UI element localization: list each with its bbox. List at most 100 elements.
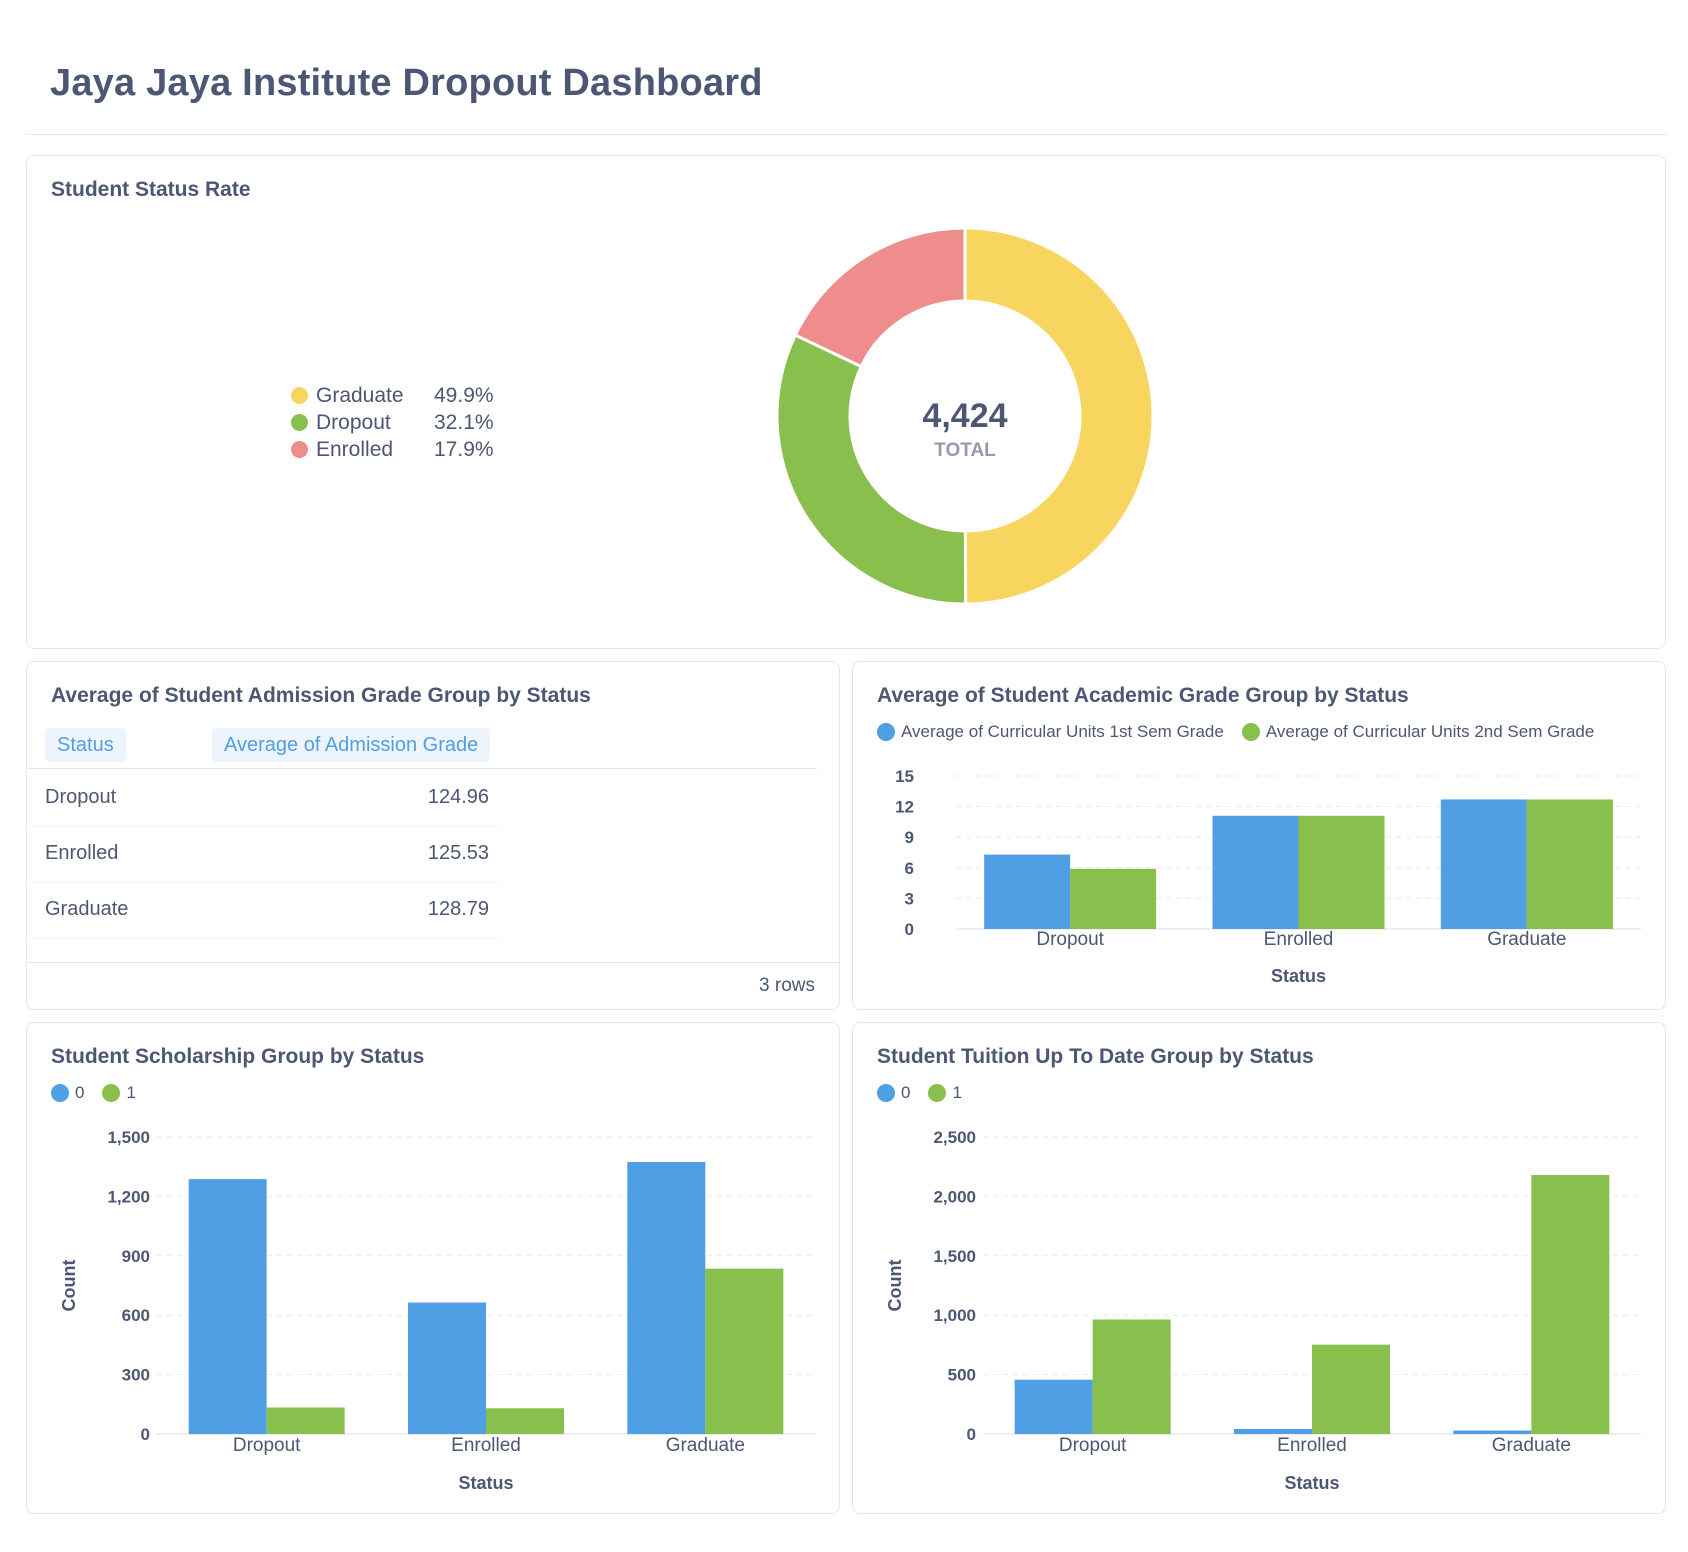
row-count: 3 rows [759, 975, 815, 996]
card-title[interactable]: Average of Student Academic Grade Group … [877, 684, 1409, 707]
x-tick-label: Dropout [1036, 929, 1104, 950]
table-row[interactable]: Dropout 124.96 [27, 770, 501, 827]
legend-dot-icon [928, 1084, 947, 1102]
x-tick-label: Enrolled [1277, 1435, 1347, 1456]
scholarship-card[interactable]: Student Scholarship Group by Status 0 1 … [26, 1022, 840, 1514]
table-row[interactable]: Enrolled 125.53 [27, 826, 501, 883]
y-tick-label: 0 [905, 920, 914, 939]
bar-enrolled-series-1[interactable] [486, 1408, 564, 1434]
legend-label: 1 [126, 1083, 136, 1102]
bar-graduate-series-0[interactable] [1453, 1430, 1532, 1434]
y-tick-label: 9 [905, 828, 914, 847]
y-tick-label: 1,000 [933, 1306, 976, 1325]
donut-slice-enrolled[interactable] [793, 226, 967, 369]
bar-graduate-series-0[interactable] [1440, 799, 1527, 929]
bar-dropout-series-0[interactable] [984, 854, 1071, 929]
y-tick-label: 0 [141, 1425, 150, 1444]
bar-dropout-series-0[interactable] [188, 1179, 267, 1434]
cell-value: 128.79 [427, 898, 489, 920]
page-title: Jaya Jaya Institute Dropout Dashboard [50, 62, 763, 104]
legend-item-0[interactable]: 0 [51, 1083, 84, 1103]
x-tick-label: Dropout [233, 1435, 301, 1456]
legend-item-1[interactable]: 1 [928, 1083, 962, 1103]
y-axis-label: Count [885, 1260, 905, 1312]
card-title[interactable]: Average of Student Admission Grade Group… [51, 684, 591, 707]
bar-dropout-series-1[interactable] [1092, 1319, 1171, 1434]
admission-grade-card[interactable]: Average of Student Admission Grade Group… [26, 661, 840, 1010]
x-axis-label: Status [1271, 966, 1326, 986]
bar-enrolled-series-1[interactable] [1298, 815, 1385, 929]
x-tick-label: Dropout [1059, 1435, 1127, 1456]
bar-enrolled-series-1[interactable] [1312, 1344, 1390, 1434]
legend-label: 0 [901, 1083, 911, 1102]
legend-dot-icon [1241, 723, 1260, 741]
table-header: Status Average of Admission Grade [27, 728, 817, 769]
academic-grade-chart: 0 3 6 9 12 15 Dropout Enrolled Graduate Status [895, 767, 1641, 986]
y-tick-label: 0 [967, 1425, 976, 1444]
legend-label: Dropout [316, 410, 391, 434]
x-tick-label: Graduate [1492, 1435, 1571, 1456]
y-tick-label: 1,200 [107, 1187, 150, 1206]
legend-label: Enrolled [316, 437, 394, 461]
scholarship-chart: 0 300 600 900 1,200 1,500 Dropout Enrolled Gradu… [59, 1128, 815, 1493]
bar-enrolled-series-0[interactable] [1212, 815, 1299, 929]
bar-dropout-series-1[interactable] [1070, 868, 1157, 929]
bar-graduate-series-1[interactable] [1526, 799, 1613, 929]
legend-label: Graduate [316, 383, 404, 407]
column-header-status[interactable]: Status [45, 728, 126, 762]
donut-legend: Graduate 49.9% Dropout 32.1% Enrolled 17… [291, 382, 504, 463]
tuition-card[interactable]: Student Tuition Up To Date Group by Stat… [852, 1022, 1666, 1514]
column-header-admission-grade[interactable]: Average of Admission Grade [212, 728, 491, 762]
legend-item-1[interactable]: 1 [102, 1083, 136, 1103]
x-axis-label: Status [458, 1473, 513, 1493]
legend-dot-icon [291, 414, 308, 431]
donut-slice-dropout[interactable] [775, 333, 968, 606]
series-legend: Average of Curricular Units 1st Sem Grad… [877, 722, 1612, 742]
legend-dot-icon [291, 387, 308, 404]
y-tick-label: 500 [948, 1366, 976, 1385]
y-tick-label: 1,500 [933, 1247, 976, 1266]
bar-dropout-series-1[interactable] [266, 1407, 345, 1434]
legend-item-0[interactable]: 0 [877, 1083, 910, 1103]
x-axis-label: Status [1284, 1473, 1339, 1493]
legend-label: 0 [75, 1083, 85, 1102]
x-tick-label: Graduate [666, 1435, 745, 1456]
series-legend: 0 1 [877, 1083, 980, 1103]
y-tick-label: 2,500 [933, 1128, 976, 1147]
legend-dot-icon [291, 441, 308, 458]
y-tick-label: 15 [895, 767, 914, 786]
bar-dropout-series-0[interactable] [1014, 1379, 1093, 1434]
card-title[interactable]: Student Scholarship Group by Status [51, 1045, 425, 1068]
bar-enrolled-series-0[interactable] [1234, 1429, 1312, 1434]
y-tick-label: 300 [122, 1366, 150, 1385]
bar-graduate-series-1[interactable] [1531, 1175, 1610, 1434]
cell-value: 125.53 [427, 842, 489, 864]
legend-label: 1 [952, 1083, 962, 1102]
donut-total-label: TOTAL [934, 440, 996, 461]
x-tick-label: Graduate [1487, 929, 1566, 950]
title-divider [26, 134, 1666, 135]
x-tick-label: Enrolled [451, 1435, 521, 1456]
student-status-rate-card[interactable]: Student Status Rate Graduate 49.9% Dropo… [26, 155, 1666, 649]
card-title[interactable]: Student Status Rate [51, 178, 251, 201]
academic-grade-card[interactable]: Average of Student Academic Grade Group … [852, 661, 1666, 1010]
legend-item-dropout[interactable]: Dropout 32.1% [291, 409, 504, 436]
tuition-chart: 0 500 1,000 1,500 2,000 2,500 Dropout Enrolled G… [885, 1128, 1641, 1493]
legend-item-graduate[interactable]: Graduate 49.9% [291, 382, 504, 409]
cell-value: 124.96 [427, 786, 489, 808]
legend-item-1st-sem[interactable]: Average of Curricular Units 1st Sem Grad… [877, 722, 1224, 742]
legend-dot-icon [877, 1084, 895, 1102]
legend-percent: 17.9% [434, 437, 494, 461]
legend-item-2nd-sem[interactable]: Average of Curricular Units 2nd Sem Grad… [1241, 722, 1595, 742]
bar-graduate-series-1[interactable] [705, 1268, 784, 1434]
series-legend: 0 1 [51, 1083, 154, 1103]
card-title[interactable]: Student Tuition Up To Date Group by Stat… [877, 1045, 1314, 1068]
donut-slice-graduate[interactable] [963, 226, 1155, 606]
y-tick-label: 1,500 [107, 1128, 150, 1147]
legend-item-enrolled[interactable]: Enrolled 17.9% [291, 436, 504, 463]
bar-enrolled-series-0[interactable] [408, 1302, 486, 1434]
table-row[interactable]: Graduate 128.79 [27, 882, 501, 939]
bar-graduate-series-0[interactable] [627, 1161, 706, 1434]
legend-percent: 49.9% [434, 383, 494, 407]
legend-label: Average of Curricular Units 2nd Sem Grad… [1265, 722, 1595, 741]
